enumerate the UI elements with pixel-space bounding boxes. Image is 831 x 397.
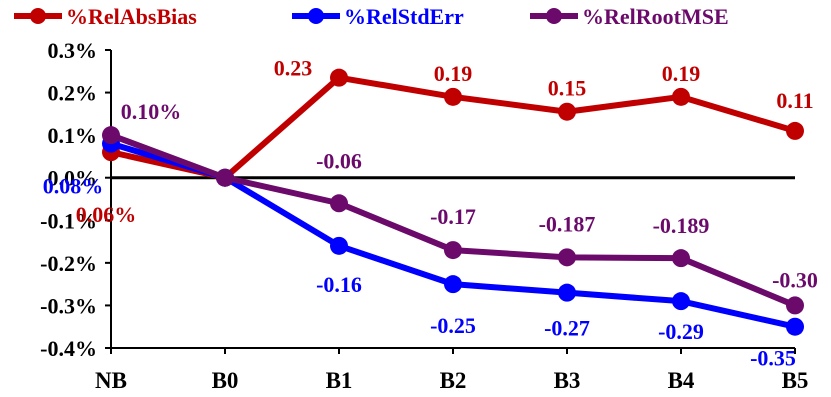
data-label-1-3: -0.25 — [430, 313, 476, 338]
data-point-1-5 — [672, 292, 690, 311]
data-label-2-3: -0.17 — [430, 204, 476, 229]
data-point-1-4 — [558, 283, 576, 302]
legend-label-1: %RelStdErr — [344, 4, 464, 29]
data-label-1-5: -0.29 — [658, 319, 704, 344]
x-tick-label: NB — [95, 368, 127, 393]
data-label-2-4: -0.187 — [539, 211, 596, 236]
data-label-2-2: -0.06 — [316, 148, 362, 173]
x-tick-label: B5 — [782, 368, 809, 393]
data-point-0-2 — [330, 68, 348, 87]
x-tick-label: B4 — [668, 368, 695, 393]
y-tick-label: 0.2% — [48, 81, 98, 106]
legend: %RelAbsBias %RelStdErr %RelRootMSE — [14, 4, 729, 29]
y-tick-label: -0.2% — [40, 251, 97, 276]
legend-marker-0 — [30, 8, 46, 24]
data-label-1-6: -0.35 — [750, 346, 796, 371]
data-point-1-3 — [444, 275, 462, 294]
data-label-2-6: -0.30 — [772, 267, 818, 292]
data-point-2-1 — [216, 168, 234, 187]
data-point-0-5 — [672, 87, 690, 106]
y-tick-label: 0.3% — [48, 38, 98, 63]
y-tick-label: 0.0% — [48, 166, 98, 191]
data-label-0-6: 0.11 — [776, 88, 813, 113]
data-label-1-0: 0.08% — [43, 174, 104, 199]
data-point-0-3 — [444, 87, 462, 106]
y-axis: 0.3% 0.2% 0.1% 0.0% -0.1% -0.2% -0.3% -0.4% — [40, 38, 112, 361]
data-label-1-2: -0.16 — [316, 272, 362, 297]
data-point-2-3 — [444, 241, 462, 260]
x-tick-label: B0 — [212, 368, 239, 393]
x-tick-label: B1 — [326, 368, 353, 393]
data-label-0-2: 0.23 — [274, 56, 313, 81]
y-tick-label: -0.4% — [40, 336, 97, 361]
data-point-2-5 — [672, 249, 690, 268]
legend-label-0: %RelAbsBias — [66, 4, 197, 29]
data-point-2-0 — [102, 126, 120, 145]
data-point-2-4 — [558, 248, 576, 267]
data-label-2-0: 0.10% — [121, 99, 182, 124]
data-point-2-2 — [330, 194, 348, 213]
data-point-0-4 — [558, 102, 576, 121]
legend-marker-1 — [308, 8, 324, 24]
x-tick-label: B3 — [554, 368, 581, 393]
series-lines — [102, 68, 804, 336]
data-label-1-4: -0.27 — [544, 316, 590, 341]
x-tick-label: B2 — [440, 368, 467, 393]
data-label-0-0: 0.06% — [76, 202, 137, 227]
data-label-0-4: 0.15 — [548, 76, 587, 101]
data-point-1-6 — [786, 317, 804, 336]
data-point-0-6 — [786, 121, 804, 140]
y-tick-label: -0.3% — [40, 293, 97, 318]
y-tick-label: 0.1% — [48, 123, 98, 148]
data-point-2-6 — [786, 296, 804, 315]
data-point-1-2 — [330, 236, 348, 255]
legend-label-2: %RelRootMSE — [582, 4, 729, 29]
data-label-0-3: 0.19 — [434, 61, 473, 86]
y-tick-label: -0.1% — [40, 208, 97, 233]
legend-marker-2 — [546, 8, 562, 24]
data-label-0-5: 0.19 — [662, 61, 701, 86]
data-label-2-5: -0.189 — [653, 213, 710, 238]
data-labels: 0.06% 0.23 0.19 0.15 0.19 0.11 0.08% -0.16 -0.25… — [43, 56, 818, 371]
